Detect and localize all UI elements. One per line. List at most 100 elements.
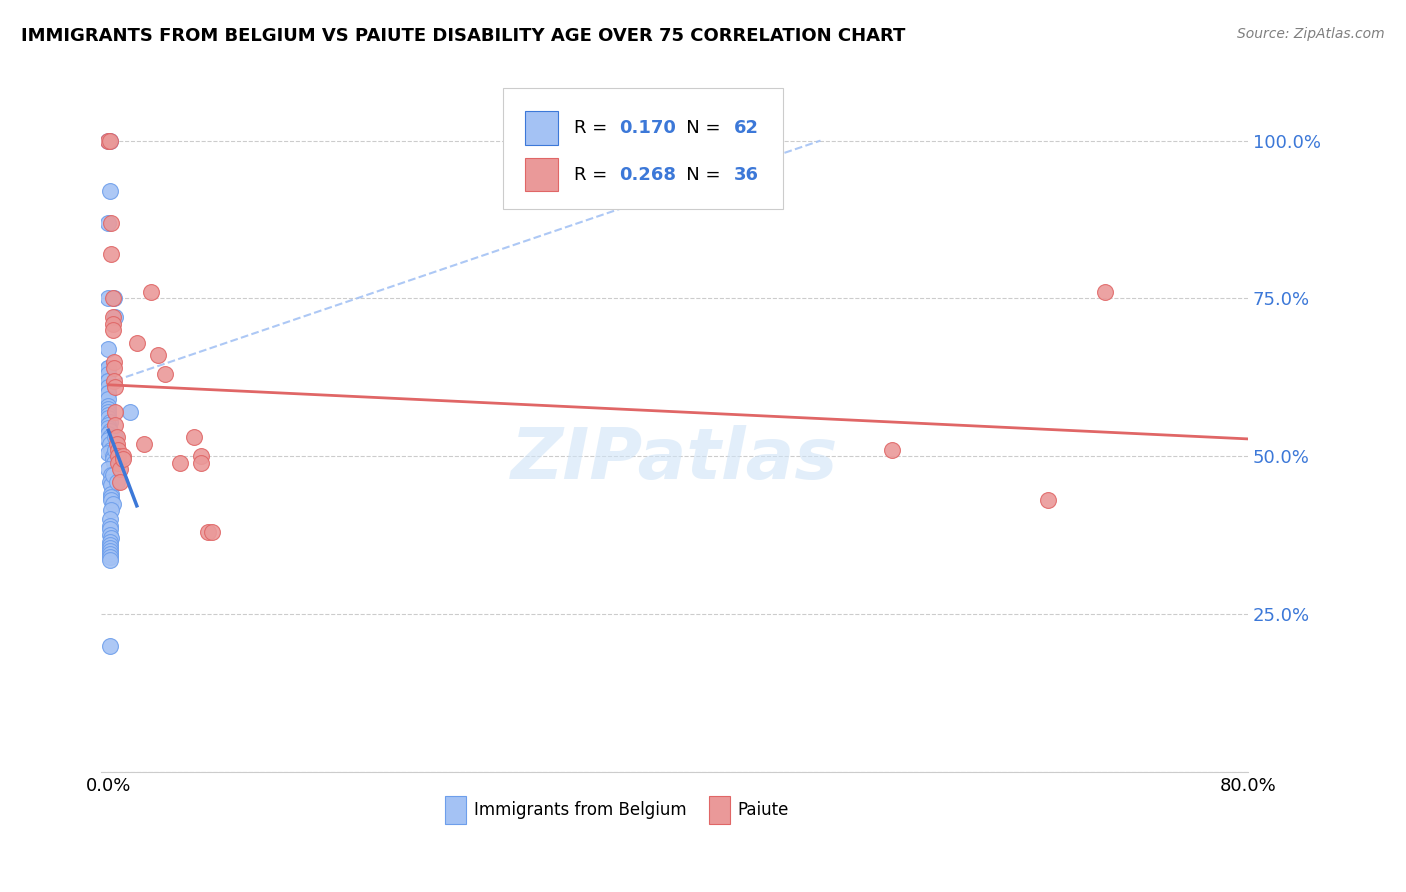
Point [104, 380, 127, 394]
FancyBboxPatch shape [502, 87, 783, 210]
Point [100, 442, 122, 457]
Point [97, 427, 120, 442]
Point [97, 421, 120, 435]
Point [98, 436, 121, 450]
Text: Paiute: Paiute [738, 801, 789, 819]
Point [98, 528, 121, 542]
Point [98, 512, 121, 526]
Point [97, 216, 120, 230]
Point [98, 550, 121, 565]
Point [98, 639, 121, 653]
Point [98, 538, 121, 552]
Text: 62: 62 [734, 120, 759, 137]
Point [100, 493, 122, 508]
Point [101, 292, 124, 306]
Point [97, 392, 120, 407]
Point [104, 405, 127, 419]
Point [97, 292, 120, 306]
Point [111, 452, 134, 467]
Point [98, 134, 121, 148]
Point [97, 409, 120, 423]
Point [97, 386, 120, 401]
Text: 0.268: 0.268 [620, 166, 676, 184]
Point [169, 456, 191, 470]
Point [97, 374, 120, 388]
Point [97, 401, 120, 416]
Text: IMMIGRANTS FROM BELGIUM VS PAIUTE DISABILITY AGE OVER 75 CORRELATION CHART: IMMIGRANTS FROM BELGIUM VS PAIUTE DISABI… [21, 27, 905, 45]
Point [105, 436, 128, 450]
Point [98, 184, 121, 198]
Point [100, 477, 122, 491]
Point [190, 450, 212, 464]
Point [132, 436, 155, 450]
Point [97, 434, 120, 448]
Point [125, 335, 148, 350]
Point [107, 442, 129, 457]
Text: N =: N = [669, 120, 725, 137]
Text: R =: R = [574, 120, 613, 137]
Point [107, 450, 129, 464]
Text: N =: N = [669, 166, 725, 184]
Bar [709, 797, 730, 824]
Point [190, 456, 212, 470]
Point [111, 450, 134, 464]
Point [103, 360, 125, 375]
Point [101, 468, 124, 483]
Point [107, 456, 129, 470]
Point [118, 405, 141, 419]
Point [1094, 285, 1116, 299]
Point [100, 532, 122, 546]
Point [97, 399, 120, 413]
Point [139, 285, 162, 299]
Point [98, 541, 121, 555]
Point [97, 374, 120, 388]
Point [97, 380, 120, 394]
Point [104, 310, 127, 325]
Point [97, 134, 120, 148]
Point [100, 487, 122, 501]
Text: 36: 36 [734, 166, 759, 184]
Point [97, 367, 120, 381]
Point [97, 462, 120, 476]
Point [98, 430, 121, 444]
Bar [526, 158, 558, 192]
Point [97, 411, 120, 425]
Point [108, 462, 131, 476]
Point [100, 503, 122, 517]
Point [98, 553, 121, 567]
Text: Source: ZipAtlas.com: Source: ZipAtlas.com [1237, 27, 1385, 41]
Point [101, 310, 124, 325]
Point [103, 292, 125, 306]
Point [98, 134, 121, 148]
Point [103, 456, 125, 470]
Point [97, 360, 120, 375]
Point [101, 317, 124, 331]
Point [148, 348, 170, 362]
Point [97, 134, 120, 148]
Point [98, 534, 121, 549]
Point [100, 216, 122, 230]
Point [100, 247, 122, 261]
Point [98, 424, 121, 438]
Point [97, 360, 120, 375]
Text: ZIPatlas: ZIPatlas [510, 425, 838, 494]
Bar [446, 797, 465, 824]
Text: R =: R = [574, 166, 613, 184]
Point [1038, 493, 1060, 508]
Point [100, 491, 122, 505]
Point [98, 522, 121, 536]
Point [201, 524, 224, 539]
Point [880, 442, 903, 457]
Point [108, 475, 131, 489]
Point [97, 446, 120, 460]
Bar [526, 112, 558, 145]
Point [103, 374, 125, 388]
Point [103, 354, 125, 368]
Point [105, 475, 128, 489]
Point [98, 475, 121, 489]
Point [155, 367, 177, 381]
Point [98, 547, 121, 561]
Point [104, 442, 127, 457]
Point [104, 430, 127, 444]
Point [97, 386, 120, 401]
